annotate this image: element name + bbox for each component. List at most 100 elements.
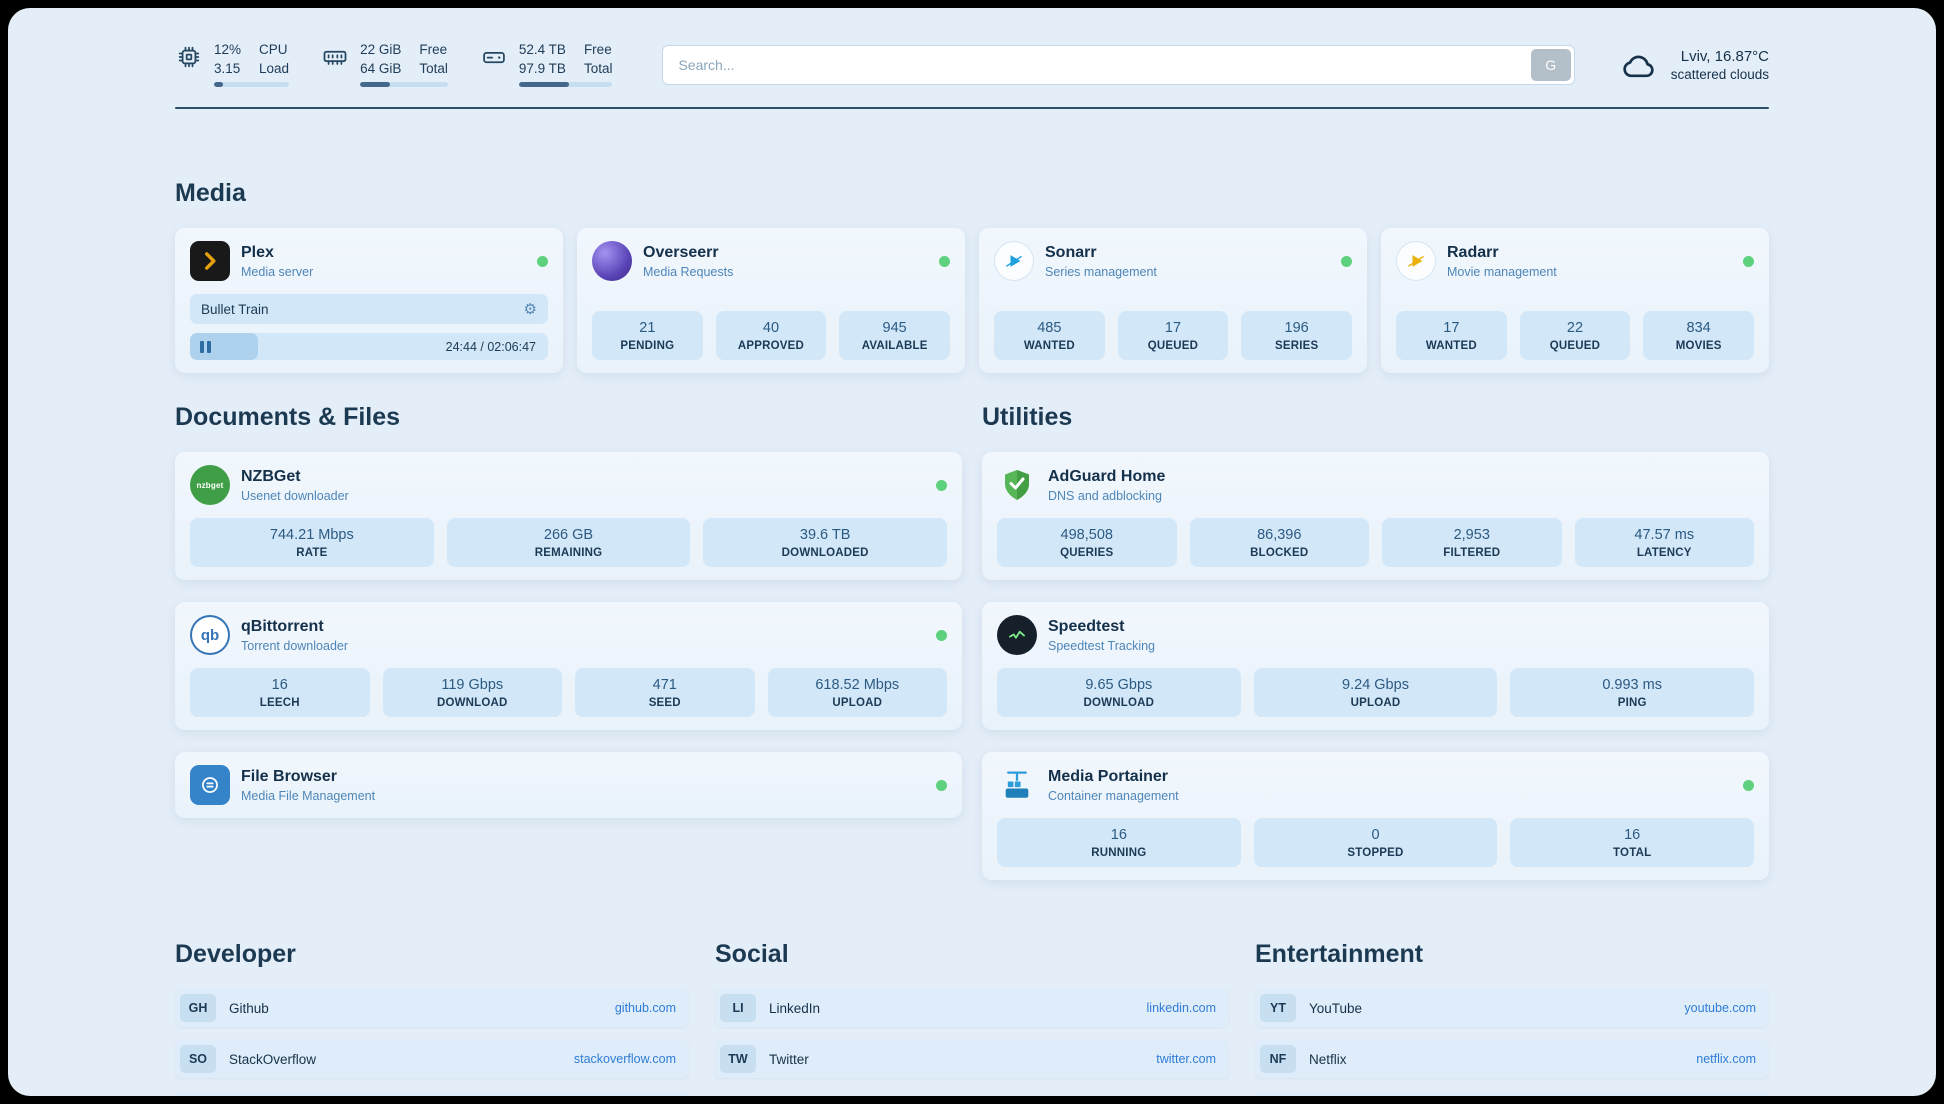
stat-value: 39.6 TB [799,527,851,544]
ram-label-bottom: Total [419,60,448,76]
bookmark-github[interactable]: GH Github github.com [175,989,689,1028]
playback-progressbar[interactable]: 24:44 / 02:06:47 [190,333,548,361]
filebrowser-icon [190,765,230,806]
app-card-overseerr[interactable]: Overseerr Media Requests 21 PENDING 40 A… [577,228,965,374]
disk-free-value: 52.4 TB [518,42,566,57]
search-input[interactable] [662,44,1575,85]
section-media: Media Plex Media server [175,179,1769,374]
app-card-adguard[interactable]: AdGuard Home DNS and adblocking 498,508 … [982,452,1769,581]
stat-total: 16 TOTAL [1510,818,1754,868]
stat-value: 16 [1110,827,1127,844]
disk-icon [483,52,505,64]
stat-queries: 498,508 QUERIES [997,518,1177,568]
nzbget-icon-text: nzbget [196,480,224,490]
portainer-icon [997,765,1037,805]
bookmark-name: Twitter [769,1051,809,1067]
stat-download: 119 Gbps DOWNLOAD [382,668,562,718]
bookmark-url: stackoverflow.com [573,1052,676,1067]
bookmark-netflix[interactable]: NF Netflix netflix.com [1255,1040,1769,1079]
bookmark-youtube[interactable]: YT YouTube youtube.com [1255,989,1769,1028]
stat-remaining: 266 GB REMAINING [446,518,691,568]
app-name: qBittorrent [241,617,324,635]
stat-value: 47.57 ms [1634,527,1695,544]
stat-label: UPLOAD [1350,697,1401,710]
cloud-icon [1623,55,1654,77]
weather-widget[interactable]: Lviv, 16.87°C scattered clouds [1619,45,1769,85]
stat-label: STOPPED [1347,847,1404,860]
stat-value: 471 [652,677,677,694]
status-dot [1743,779,1754,791]
stat-value: 16 [1624,827,1641,844]
bookmark-twitter[interactable]: TW Twitter twitter.com [715,1040,1229,1079]
ram-monitor: 22 GiB Free 64 GiB Total [321,42,448,88]
bookmark-abbr: GH [180,994,216,1023]
status-dot [936,779,947,791]
stat-label: REMAINING [534,547,603,560]
cpu-monitor: 12% CPU 3.15 Load [175,42,290,88]
stat-stopped: 0 STOPPED [1253,818,1498,868]
bookmark-abbr: YT [1260,994,1296,1023]
bookmark-linkedin[interactable]: LI LinkedIn linkedin.com [715,989,1229,1028]
bookmark-reddit[interactable]: RE Reddit reddit.com [1255,1091,1769,1096]
stat-upload: 9.24 Gbps UPLOAD [1253,668,1498,718]
app-card-plex[interactable]: Plex Media server Bullet Train ⚙ 24:44 /… [175,228,563,374]
stat-value: 9.65 Gbps [1085,677,1153,694]
now-playing-title: Bullet Train [201,301,269,317]
app-card-speedtest[interactable]: Speedtest Speedtest Tracking 9.65 Gbps D… [982,602,1769,731]
qbittorrent-icon-text: qb [200,626,220,644]
stat-value: 40 [762,320,780,337]
app-subtitle: Usenet downloader [241,489,349,504]
now-playing-row: Bullet Train ⚙ [190,294,548,325]
stat-label: UPLOAD [832,697,883,710]
pause-icon[interactable] [200,340,211,353]
stat-value: 266 GB [543,527,594,544]
stat-label: RUNNING [1091,847,1147,860]
stat-label: RATE [296,547,328,560]
status-dot [936,629,947,641]
settings-gear-icon[interactable]: ⚙ [523,300,537,319]
search-engine-button[interactable]: G [1530,48,1571,81]
stat-label: QUEUED [1549,340,1601,353]
bookmark-url: twitter.com [1156,1052,1216,1067]
bookmark-dev[interactable]: DT DEV dev.to [175,1091,689,1096]
bookmark-name: Netflix [1309,1051,1347,1067]
app-card-radarr[interactable]: Radarr Movie management 17 WANTED 22 QUE… [1381,228,1769,374]
app-subtitle: Speedtest Tracking [1048,639,1156,654]
stat-blocked: 86,396 BLOCKED [1189,518,1369,568]
section-title-utilities: Utilities [982,403,1073,432]
stat-label: LEECH [259,697,300,710]
playback-time: 24:44 / 02:06:47 [445,339,536,354]
stat-value: 22 [1566,320,1584,337]
app-card-sonarr[interactable]: Sonarr Series management 485 WANTED 17 Q… [979,228,1367,374]
app-name: Plex [241,243,274,261]
stat-label: DOWNLOAD [1083,697,1155,710]
stat-label: BLOCKED [1250,547,1309,560]
app-name: Speedtest [1048,617,1125,635]
app-card-filebrowser[interactable]: File Browser Media File Management [175,752,962,819]
stat-download: 9.65 Gbps DOWNLOAD [997,668,1241,718]
stat-value: 196 [1284,320,1309,337]
bookmark-group-social: Social LI LinkedIn linkedin.com TW Twitt… [715,940,1229,1096]
section-documents-utilities: Documents & Files nzbget NZBGet Usenet d… [175,403,1769,881]
app-name: Overseerr [643,243,719,261]
stat-running: 16 RUNNING [997,818,1241,868]
bookmark-stackoverflow[interactable]: SO StackOverflow stackoverflow.com [175,1040,689,1079]
stat-label: DOWNLOAD [436,697,508,710]
app-card-portainer[interactable]: Media Portainer Container management 16 … [982,752,1769,881]
bookmark-group-entertainment: Entertainment YT YouTube youtube.com NF … [1255,940,1769,1096]
app-card-qbittorrent[interactable]: qb qBittorrent Torrent downloader 16 [175,602,962,731]
stat-label: LATENCY [1636,547,1692,560]
bookmark-abbr: TW [720,1045,756,1074]
stat-value: 2,953 [1453,527,1490,544]
stat-value: 618.52 Mbps [815,677,900,694]
stat-value: 9.24 Gbps [1342,677,1409,694]
stat-label: FILTERED [1443,547,1501,560]
ram-total-value: 64 GiB [360,60,402,76]
app-card-nzbget[interactable]: nzbget NZBGet Usenet downloader 744.21 M… [175,452,962,581]
stat-label: PENDING [620,340,675,353]
app-subtitle: Media Requests [643,265,734,280]
stat-label: APPROVED [737,340,805,353]
radarr-icon [1396,241,1436,282]
stat-pending: 21 PENDING [592,311,703,361]
stat-value: 119 Gbps [441,677,504,694]
